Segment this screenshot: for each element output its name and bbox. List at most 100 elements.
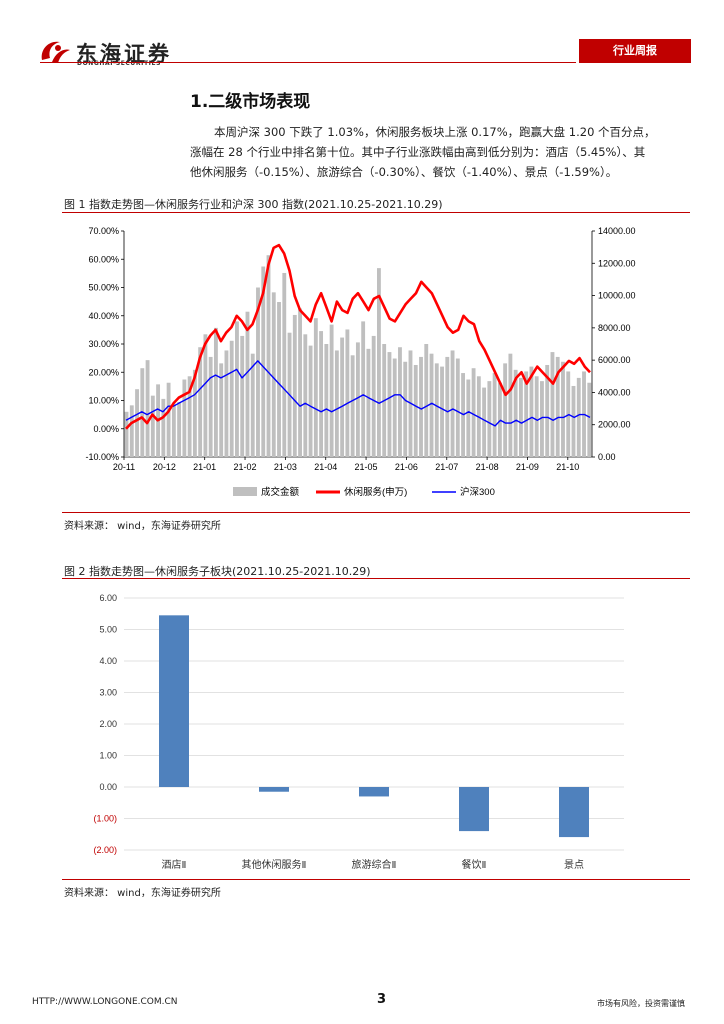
y-tick-label: 4.00 [99,656,117,666]
volume-bar [198,347,203,457]
category-label: 餐饮Ⅱ [462,858,487,871]
right-tick-label: 8000.00 [598,323,631,333]
volume-bar [555,356,560,457]
volume-bar [266,255,271,457]
y-tick-label: 0.00 [99,782,117,792]
volume-bar [545,364,550,457]
volume-bar [377,268,381,457]
category-label: 酒店Ⅱ [162,858,187,871]
left-tick-label: 50.00% [88,283,119,293]
paragraph-line-2: 涨幅在 28 个行业中排名第十位。其中子行业涨跌幅由高到低分别为：酒店（5.45… [190,145,646,159]
y-tick-label: 6.00 [99,593,117,603]
figure2-title: 图 2 指数走势图—休闲服务子板块(2021.10.25-2021.10.29) [64,565,371,578]
right-tick-label: 10000.00 [598,291,636,301]
legend-swatch-volume [233,487,257,496]
volume-bar [240,335,245,457]
volume-bar [324,344,329,457]
volume-bar [350,355,355,457]
right-tick-label: 6000.00 [598,355,631,365]
volume-bar [308,345,313,457]
category-label: 景点 [564,859,584,871]
volume-bar [534,376,539,457]
volume-bar [345,329,350,457]
figure1-chart: 70.00% 60.00% 50.00% 40.00% 30.00% 20.00% 10.0… [85,226,636,498]
y-tick-label: 5.00 [99,625,117,635]
x-tick-label: 21-04 [314,462,337,472]
right-tick-label: 12000.00 [598,258,636,268]
volume-bar [518,377,523,457]
volume-bar [271,292,276,457]
x-tick-label: 21-05 [355,462,378,472]
volume-bar [224,350,229,457]
x-tick-label: 21-07 [435,462,458,472]
figure1-title: 图 1 指数走势图—休闲服务行业和沪深 300 指数(2021.10.25-20… [64,198,443,211]
volume-bar [398,347,402,457]
x-tick-label: 21-06 [395,462,418,472]
header-rule [40,62,576,63]
figure2-top-rule [62,578,690,579]
figure1-source: 资料来源： wind，东海证券研究所 [64,521,221,532]
volume-bar [334,350,339,457]
volume-bar [213,327,218,457]
volume-bar [361,321,366,457]
volume-bar [550,352,555,457]
left-tick-label: 30.00% [88,339,119,349]
volume-bar [413,364,418,457]
volume-bar [282,272,287,457]
right-tick-label: 14000.00 [598,226,636,236]
volume-bar [529,366,534,457]
volume-bar [513,369,518,457]
y-tick-label: (1.00) [93,814,117,824]
risk-disclaimer: 市场有风险，投资需谨慎 [597,999,685,1008]
volume-bar [508,353,513,457]
figure2-bottom-rule [62,879,690,880]
left-tick-label: 40.00% [88,311,119,321]
x-tick-label: 21-09 [516,462,539,472]
volume-bar [192,369,197,457]
volume-bar [366,348,371,457]
x-tick-label: 20-11 [113,462,135,472]
leisure-series-line [125,243,591,430]
volume-bar [587,382,592,457]
volume-bar [371,335,376,457]
volume-bar [450,350,455,457]
volume-bar [455,358,460,457]
volume-bar [429,353,434,457]
volume-bar [434,363,439,457]
y-tick-label: (2.00) [93,845,117,855]
volume-bar [187,376,192,457]
left-tick-label: 20.00% [88,367,119,377]
legend-label-volume: 成交金额 [261,486,300,498]
volume-bar [313,318,318,457]
volume-bar [250,353,255,457]
volume-bar [229,340,234,457]
left-tick-label: 10.00% [88,396,119,406]
volume-bar [219,363,224,457]
volume-bar [571,385,576,457]
figure2-chart: 6.00 5.00 4.00 3.00 2.00 1.00 0.00 (1.00) (2.00)… [93,593,624,871]
brand-name-en: DONGHAI SECURITIES [77,60,162,67]
volume-bar [540,381,544,457]
paragraph-line-3: 他休闲服务（-0.15%）、旅游综合（-0.30%）、餐饮（-1.40%）、景点… [190,165,618,179]
category-label: 其他休闲服务Ⅱ [242,858,307,871]
volume-bar [161,398,166,457]
left-tick-label: 60.00% [88,254,119,264]
volume-bar [471,368,476,457]
x-tick-label: 21-03 [274,462,297,472]
volume-bar [245,311,250,457]
volume-bar [503,363,508,457]
volume-bar [298,308,302,457]
y-tick-label: 3.00 [99,688,117,698]
volume-bar [208,356,213,457]
x-tick-label: 21-01 [193,462,216,472]
volume-bar [203,334,208,457]
volume-bar [419,356,423,457]
volume-bar [466,379,471,457]
volume-bar [303,334,308,457]
category-label: 旅游综合Ⅱ [352,858,397,871]
volume-bar [524,371,529,457]
volume-bar [150,395,155,457]
volume-bar [129,405,134,457]
footer-url[interactable]: HTTP://WWW.LONGONE.COM.CN [32,997,178,1007]
x-tick-label: 20-12 [153,462,176,472]
